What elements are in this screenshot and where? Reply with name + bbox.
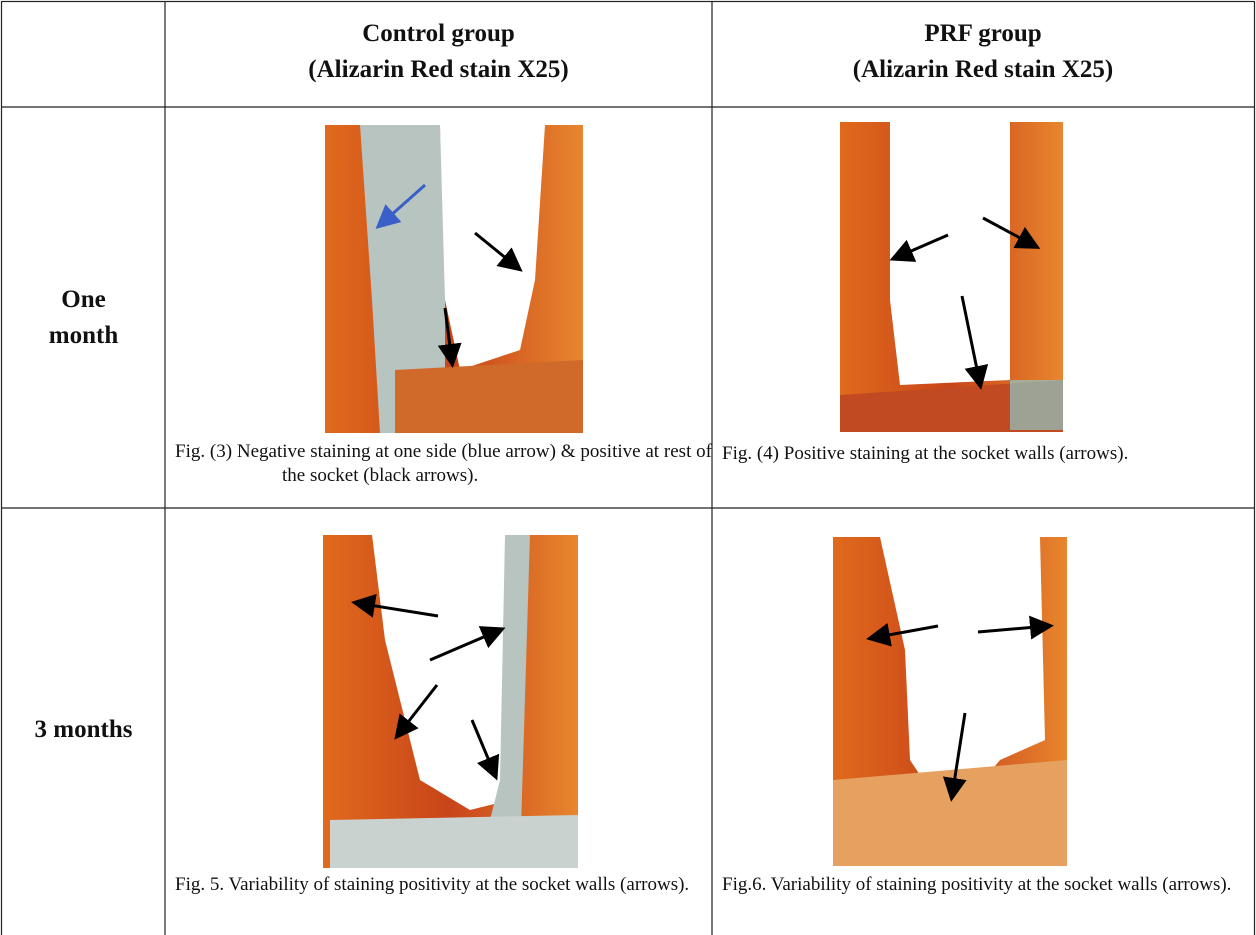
column-header: Control group (Alizarin Red stain X25) — [165, 16, 712, 88]
micrograph-fig5 — [323, 535, 578, 868]
column-title: PRF group — [924, 20, 1042, 47]
column-header: PRF group (Alizarin Red stain X25) — [712, 16, 1254, 88]
figure-caption: Fig. (3) Negative staining at one side (… — [175, 441, 712, 486]
column-subtitle: (Alizarin Red stain X25) — [852, 56, 1114, 83]
figure-caption: Fig. (4) Positive staining at the socket… — [722, 443, 1129, 464]
row-label: 3 months — [34, 716, 133, 743]
column-subtitle: (Alizarin Red stain X25) — [308, 56, 569, 83]
micrograph-fig6 — [833, 537, 1067, 866]
micrograph-fig3 — [325, 125, 583, 433]
column-title: Control group — [362, 20, 515, 47]
figure-caption: Fig. 5. Variability of staining positivi… — [175, 874, 690, 895]
figure-caption: Fig.6. Variability of staining positivit… — [722, 874, 1232, 895]
row-label: One month — [48, 286, 119, 349]
micrograph-fig4 — [840, 122, 1063, 432]
